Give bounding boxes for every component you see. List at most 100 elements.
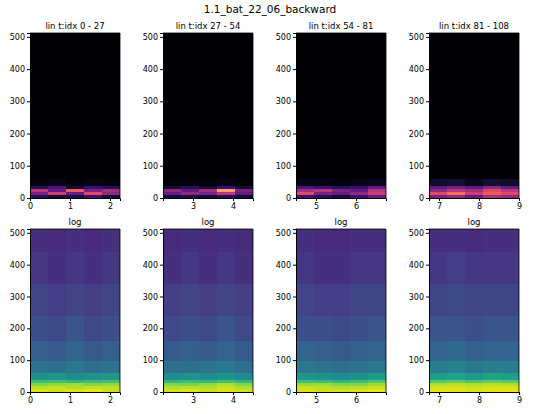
heatmap-cell xyxy=(66,382,84,386)
heatmap-cell xyxy=(84,252,102,284)
y-tick: 400 xyxy=(10,261,30,270)
heatmap-cell xyxy=(350,192,368,196)
heatmap-cell xyxy=(199,33,217,57)
heatmap-cell xyxy=(465,316,483,342)
heatmap-cell xyxy=(84,379,102,383)
x-tick-mark xyxy=(70,198,71,201)
heatmap-cell xyxy=(66,179,84,186)
y-tick-label: 0 xyxy=(153,194,158,203)
heatmap-cell xyxy=(501,33,519,57)
heatmap-cell xyxy=(102,195,120,198)
y-tick-mark xyxy=(293,296,296,297)
heatmap-cell xyxy=(84,185,102,189)
heatmap-cell xyxy=(217,252,235,284)
y-tick: 200 xyxy=(409,130,429,139)
heatmap-cell xyxy=(368,179,386,186)
y-tick-label: 0 xyxy=(286,388,291,397)
heatmap-cell xyxy=(84,382,102,386)
heatmap-cell xyxy=(429,379,447,383)
heatmap-cell xyxy=(350,382,368,386)
heatmap-cell xyxy=(332,121,350,147)
y-tick-label: 400 xyxy=(276,65,291,74)
heatmap-cell xyxy=(447,360,465,373)
heatmap-cell xyxy=(30,382,48,386)
heatmap-cell xyxy=(332,382,350,386)
heatmap-cell xyxy=(163,379,181,383)
heatmap-cell xyxy=(429,360,447,373)
heatmap-cell xyxy=(102,386,120,390)
heatmap-cell xyxy=(465,252,483,284)
heatmap-cell xyxy=(235,373,253,380)
heatmap-cell xyxy=(483,188,501,192)
heatmap-cell xyxy=(314,179,332,186)
heatmap-cell xyxy=(501,179,519,186)
y-tick: 300 xyxy=(409,293,429,302)
heatmap-cell xyxy=(235,195,253,198)
heatmap-cell xyxy=(199,373,217,380)
heatmap-cell xyxy=(483,316,501,342)
heatmap-cell xyxy=(48,56,66,89)
y-tick: 500 xyxy=(276,229,296,238)
heatmap-cell xyxy=(48,229,66,252)
heatmap-cell xyxy=(314,284,332,316)
heatmap-cell xyxy=(483,360,501,373)
x-tick: 0 xyxy=(28,198,33,211)
x-tick: 4 xyxy=(231,198,236,211)
heatmap-cell xyxy=(429,386,447,390)
y-tick-mark xyxy=(293,233,296,234)
heatmap-cell xyxy=(465,389,483,392)
heatmap-cell xyxy=(447,192,465,196)
heatmap-cell xyxy=(84,284,102,316)
y-tick-mark xyxy=(160,328,163,329)
heatmap-cell xyxy=(102,146,120,166)
heatmap-cell xyxy=(447,33,465,57)
heatmap-cell xyxy=(163,56,181,89)
heatmap-cell xyxy=(350,195,368,198)
heatmap-cell xyxy=(199,56,217,89)
heatmap-cell xyxy=(217,188,235,192)
heatmap-cell xyxy=(447,146,465,166)
x-tick-label: 4 xyxy=(231,396,236,405)
y-tick-label: 500 xyxy=(143,229,158,238)
x-tick: 2 xyxy=(108,392,113,405)
heatmap-cell xyxy=(447,166,465,179)
y-axis-line xyxy=(27,34,31,199)
heatmap-cell xyxy=(332,389,350,392)
heatmap-cell xyxy=(217,341,235,361)
heatmap-cell xyxy=(501,252,519,284)
y-tick-label: 500 xyxy=(10,229,25,238)
heatmap-cell xyxy=(429,88,447,121)
heatmap-cell xyxy=(102,360,120,373)
x-axis-line xyxy=(297,393,387,396)
y-tick: 400 xyxy=(276,65,296,74)
heatmap-cell xyxy=(429,146,447,166)
x-tick-mark xyxy=(479,198,480,201)
y-tick: 0 xyxy=(419,194,429,203)
y-tick-label: 200 xyxy=(276,130,291,139)
y-tick-mark xyxy=(27,360,30,361)
plot-frame xyxy=(296,33,386,198)
y-tick-mark xyxy=(426,69,429,70)
heatmap-cell xyxy=(501,360,519,373)
x-axis-line xyxy=(297,199,387,202)
x-axis: 012 xyxy=(28,198,121,211)
x-tick: 1 xyxy=(68,198,73,211)
heatmap-cell xyxy=(199,386,217,390)
x-axis: 56 xyxy=(297,198,387,211)
x-tick-mark xyxy=(519,392,520,395)
x-tick-label: 5 xyxy=(314,202,319,211)
heatmap-cell xyxy=(84,56,102,89)
heatmap-cell xyxy=(368,386,386,390)
y-tick: 100 xyxy=(143,162,163,171)
heatmap-cell xyxy=(66,188,84,192)
heatmap-cell xyxy=(48,341,66,361)
heatmap-cell xyxy=(332,195,350,198)
y-axis: 0100200300400500 xyxy=(143,33,164,203)
heatmap-cell xyxy=(465,188,483,192)
heatmap-cell xyxy=(429,179,447,186)
x-axis-line xyxy=(31,199,121,202)
heatmap-cell xyxy=(102,56,120,89)
heatmap-cell xyxy=(465,33,483,57)
x-tick-label: 4 xyxy=(231,202,236,211)
heatmap-cell xyxy=(48,192,66,196)
